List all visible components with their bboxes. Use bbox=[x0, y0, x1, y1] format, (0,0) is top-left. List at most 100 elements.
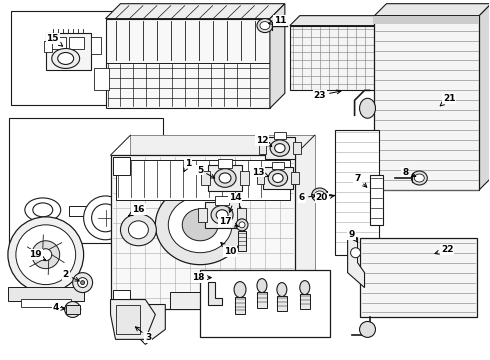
Polygon shape bbox=[111, 300, 155, 339]
Ellipse shape bbox=[260, 22, 270, 30]
Bar bbox=[238, 231, 246, 251]
Ellipse shape bbox=[350, 248, 361, 258]
Bar bbox=[265, 137, 295, 159]
Bar bbox=[116, 305, 141, 334]
Polygon shape bbox=[479, 4, 490, 190]
Bar bbox=[200, 270, 330, 337]
Ellipse shape bbox=[8, 217, 84, 293]
Text: 12: 12 bbox=[256, 136, 272, 146]
Ellipse shape bbox=[268, 170, 288, 186]
Text: 21: 21 bbox=[440, 94, 456, 106]
Ellipse shape bbox=[236, 219, 248, 231]
Ellipse shape bbox=[65, 302, 81, 318]
Bar bbox=[11, 11, 125, 105]
Text: 6: 6 bbox=[299, 193, 316, 202]
Bar bbox=[113, 289, 130, 307]
Polygon shape bbox=[208, 282, 222, 305]
Ellipse shape bbox=[270, 140, 290, 156]
Polygon shape bbox=[347, 238, 365, 288]
Bar bbox=[215, 196, 229, 205]
Ellipse shape bbox=[32, 241, 60, 269]
Ellipse shape bbox=[58, 53, 74, 64]
Polygon shape bbox=[374, 4, 490, 15]
Bar bbox=[374, 15, 479, 190]
Bar bbox=[201, 171, 210, 185]
Bar bbox=[272, 162, 284, 169]
Ellipse shape bbox=[25, 198, 61, 222]
Ellipse shape bbox=[234, 282, 246, 298]
Ellipse shape bbox=[73, 273, 93, 293]
Text: 14: 14 bbox=[229, 193, 242, 212]
Ellipse shape bbox=[214, 169, 236, 187]
FancyBboxPatch shape bbox=[16, 125, 122, 186]
Bar bbox=[208, 165, 242, 191]
Bar bbox=[44, 41, 52, 53]
Text: 1: 1 bbox=[184, 158, 191, 172]
Ellipse shape bbox=[155, 185, 245, 265]
Ellipse shape bbox=[211, 206, 233, 224]
Bar bbox=[69, 37, 84, 49]
Bar bbox=[8, 287, 84, 301]
Ellipse shape bbox=[257, 19, 273, 32]
Bar bbox=[374, 15, 479, 24]
Ellipse shape bbox=[239, 222, 245, 228]
Bar bbox=[116, 160, 290, 200]
Bar bbox=[360, 238, 477, 318]
Ellipse shape bbox=[81, 280, 85, 285]
Bar bbox=[263, 167, 293, 189]
Bar bbox=[257, 292, 267, 307]
Bar bbox=[275, 289, 293, 307]
Bar bbox=[21, 298, 71, 306]
Bar bbox=[257, 172, 265, 184]
Ellipse shape bbox=[33, 203, 53, 217]
Text: 3: 3 bbox=[135, 327, 151, 342]
Ellipse shape bbox=[84, 196, 127, 240]
Bar bbox=[69, 206, 91, 216]
Bar bbox=[292, 172, 299, 184]
Text: 4: 4 bbox=[52, 303, 65, 312]
Text: 23: 23 bbox=[314, 90, 341, 100]
Text: 11: 11 bbox=[269, 16, 286, 25]
Bar bbox=[94, 68, 108, 90]
Ellipse shape bbox=[274, 144, 285, 153]
Bar bbox=[198, 208, 207, 222]
Bar bbox=[111, 155, 295, 310]
Bar bbox=[171, 292, 235, 310]
Bar bbox=[237, 208, 246, 222]
Polygon shape bbox=[105, 4, 285, 19]
Ellipse shape bbox=[52, 49, 80, 68]
Bar bbox=[91, 37, 100, 54]
Ellipse shape bbox=[168, 197, 232, 253]
Bar bbox=[369, 175, 384, 225]
Ellipse shape bbox=[300, 280, 310, 294]
Ellipse shape bbox=[360, 98, 375, 118]
Text: 17: 17 bbox=[219, 217, 238, 227]
Bar bbox=[259, 142, 267, 154]
Ellipse shape bbox=[277, 283, 287, 297]
Text: 8: 8 bbox=[402, 167, 416, 177]
Text: 15: 15 bbox=[47, 34, 63, 46]
Bar bbox=[66, 305, 80, 315]
Ellipse shape bbox=[121, 214, 156, 246]
Text: 9: 9 bbox=[348, 230, 358, 242]
Bar bbox=[277, 296, 287, 311]
Bar bbox=[235, 297, 245, 315]
Bar bbox=[113, 157, 130, 175]
Bar bbox=[294, 142, 301, 154]
Polygon shape bbox=[130, 305, 165, 345]
Text: 18: 18 bbox=[192, 273, 211, 282]
Ellipse shape bbox=[77, 278, 88, 288]
Text: 5: 5 bbox=[197, 166, 215, 178]
Bar bbox=[51, 37, 66, 49]
Text: 20: 20 bbox=[316, 193, 334, 202]
Ellipse shape bbox=[182, 209, 218, 241]
Text: 13: 13 bbox=[252, 167, 269, 177]
Ellipse shape bbox=[412, 171, 427, 185]
Text: 22: 22 bbox=[435, 245, 453, 254]
Text: 7: 7 bbox=[354, 174, 367, 187]
Ellipse shape bbox=[92, 204, 120, 232]
Text: 2: 2 bbox=[63, 270, 79, 281]
Ellipse shape bbox=[219, 173, 231, 183]
Bar bbox=[205, 202, 239, 228]
Ellipse shape bbox=[128, 221, 148, 239]
